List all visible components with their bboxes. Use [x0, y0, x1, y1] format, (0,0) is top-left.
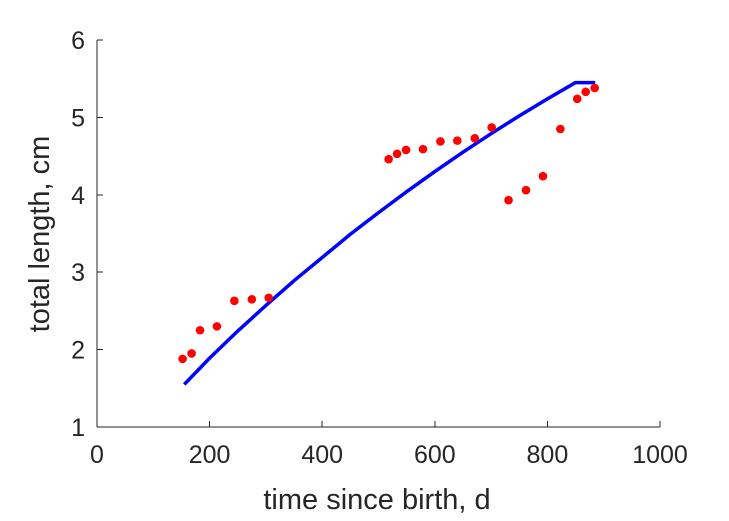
y-tick-label: 2: [71, 337, 85, 365]
data-point: [436, 137, 445, 146]
y-tick-label: 3: [71, 259, 85, 287]
x-tick-label: 400: [301, 441, 343, 469]
data-point: [581, 87, 590, 97]
data-point: [504, 195, 513, 205]
series-layer: [178, 80, 599, 386]
data-point: [470, 134, 480, 143]
axes: [96, 40, 660, 428]
x-axis-label: time since birth, d: [263, 484, 490, 516]
data-point: [401, 145, 411, 155]
x-tick-label: 600: [414, 441, 456, 469]
data-point: [264, 293, 274, 303]
x-tick-label: 0: [90, 441, 104, 469]
data-point: [418, 144, 428, 154]
data-point: [247, 294, 257, 304]
data-point: [392, 149, 402, 159]
y-tick-label: 6: [71, 27, 85, 55]
y-tick-label: 5: [71, 104, 85, 132]
y-axis-label: total length, cm: [24, 136, 56, 333]
data-point: [556, 124, 565, 134]
x-tick-label: 800: [527, 441, 569, 469]
data-point: [453, 136, 462, 145]
y-ticks: 1 2 3 4 5 6: [71, 27, 103, 442]
x-tick-label: 1000: [632, 441, 688, 469]
data-point: [487, 123, 496, 132]
data-point: [187, 349, 196, 358]
data-point: [195, 325, 205, 335]
model-fit-line: [182, 80, 596, 386]
data-point: [178, 354, 187, 364]
y-tick-label: 1: [71, 414, 85, 442]
data-point: [538, 171, 548, 181]
x-tick-label: 200: [189, 441, 231, 469]
data-point: [521, 185, 531, 195]
x-ticks: 0 200 400 600 800 1000: [90, 421, 688, 469]
data-point: [572, 94, 582, 104]
data-point: [212, 322, 222, 331]
axis-titles: time since birth, d total length, cm: [24, 136, 491, 516]
data-point: [590, 83, 599, 93]
y-tick-label: 4: [71, 182, 85, 210]
data-point: [230, 296, 239, 306]
data-point: [384, 154, 393, 164]
